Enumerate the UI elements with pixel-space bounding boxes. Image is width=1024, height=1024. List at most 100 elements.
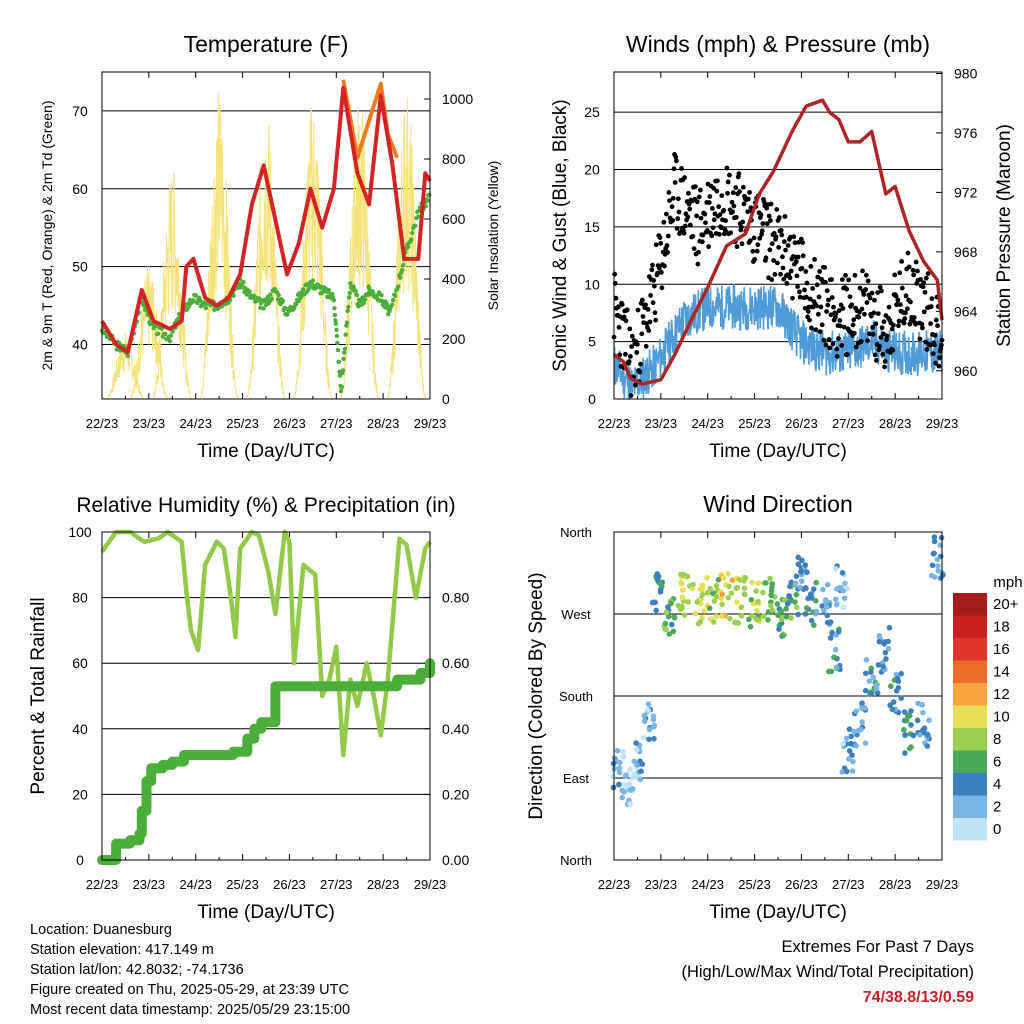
legend-swatch	[953, 683, 987, 706]
gust-point	[707, 194, 713, 199]
y2-tick-label: 968	[954, 244, 978, 260]
gust-point	[863, 287, 869, 292]
wind-direction-point	[931, 538, 938, 545]
legend-title: mph	[993, 574, 1022, 591]
wind-direction-point	[645, 707, 652, 714]
legend-label: 12	[993, 686, 1010, 703]
gust-point	[815, 311, 821, 317]
y2-tick-label: 200	[442, 331, 466, 347]
dewpoint-point	[396, 284, 401, 289]
dewpoint-point	[334, 333, 340, 339]
wind-direction-point	[870, 674, 877, 681]
wind-direction-point	[637, 758, 643, 764]
gust-point	[681, 230, 687, 236]
wind-direction-point	[775, 612, 781, 619]
wind-direction-point	[795, 561, 802, 568]
gust-point	[896, 323, 901, 329]
gust-point	[694, 213, 700, 219]
gust-point	[664, 243, 670, 248]
y2-tick-label: 0.80	[442, 590, 469, 606]
gust-point	[645, 307, 651, 312]
gust-point	[657, 265, 662, 271]
wind-direction-point	[768, 592, 775, 599]
gust-point	[872, 352, 878, 358]
gust-point	[847, 294, 853, 300]
dewpoint-point	[335, 347, 341, 353]
gust-point	[736, 171, 742, 176]
y2-tick-label: 600	[442, 211, 466, 227]
gust-point	[698, 215, 704, 221]
gust-point	[649, 267, 655, 273]
gust-point	[638, 361, 643, 367]
gust-point	[918, 277, 923, 282]
gust-point	[805, 309, 811, 314]
wind-direction-point	[741, 585, 748, 592]
gust-point	[839, 277, 845, 282]
gust-point	[675, 216, 681, 222]
dewpoint-point	[410, 230, 415, 236]
wind-direction-point	[670, 628, 677, 635]
dewpoint-point	[156, 331, 161, 336]
wind-direction-point	[831, 654, 838, 661]
gust-point	[685, 214, 691, 220]
wind-direction-point	[640, 734, 647, 741]
dewpoint-point	[343, 332, 348, 337]
wind-direction-point	[736, 576, 743, 583]
wind-direction-point	[704, 574, 711, 581]
wind-direction-point	[725, 595, 731, 601]
wind-direction-point	[935, 563, 941, 569]
gust-point	[651, 283, 657, 289]
wind-direction-point	[903, 717, 910, 724]
gust-point	[814, 303, 819, 309]
wind-direction-point	[738, 604, 745, 610]
wind-direction-point	[880, 659, 886, 666]
gust-point	[776, 244, 782, 250]
gust-point	[716, 204, 722, 210]
wind-direction-point	[637, 776, 644, 783]
wind-direction-point	[857, 726, 864, 733]
gust-point	[859, 306, 865, 312]
wind-direction-point	[677, 606, 684, 613]
gust-point	[881, 319, 887, 325]
relative-humidity-line	[100, 529, 432, 758]
x-tick-label: 22/23	[598, 877, 631, 892]
gust-point	[721, 207, 727, 213]
gust-point	[655, 270, 660, 276]
gust-point	[623, 318, 629, 324]
wind-direction-point	[906, 745, 913, 752]
wind-direction-point	[890, 699, 897, 705]
gust-point	[928, 304, 934, 309]
wind-direction-point	[769, 581, 776, 587]
wind-direction-point	[610, 773, 616, 780]
gust-point	[800, 240, 805, 246]
y-tick-label: East	[563, 771, 589, 786]
gust-point	[769, 241, 775, 247]
legend-swatch	[953, 615, 987, 638]
y-tick-label: 80	[72, 590, 88, 606]
solar-insolation-line	[105, 331, 146, 400]
gust-point	[774, 260, 780, 266]
wind-direction-point	[633, 740, 639, 746]
gust-point	[780, 254, 785, 260]
latlon-text: Station lat/lon: 42.8032; -74.1736	[30, 962, 244, 978]
x-tick-label: 23/23	[133, 877, 166, 892]
y-axis-label: Sonic Wind & Gust (Blue, Black)	[550, 99, 571, 371]
dewpoint-point	[326, 287, 332, 293]
wind-direction-point	[749, 579, 755, 586]
wind-direction-point	[925, 732, 931, 738]
wind-direction-point	[901, 709, 908, 715]
dewpoint-point	[347, 290, 352, 296]
wind-direction-point	[681, 612, 688, 618]
gust-point	[752, 256, 758, 262]
y-tick-label: 100	[68, 524, 92, 540]
wind-direction-point	[807, 591, 814, 598]
dewpoint-point	[334, 327, 339, 333]
gust-point	[822, 264, 828, 270]
wind-direction-point	[733, 585, 739, 592]
wind-direction-point	[769, 607, 776, 613]
gust-point	[741, 201, 747, 207]
wind-direction-point	[862, 740, 869, 746]
gust-point	[904, 306, 910, 312]
gust-point	[709, 233, 715, 239]
extremes-block: Extremes For Past 7 Days (High/Low/Max W…	[681, 935, 974, 1010]
